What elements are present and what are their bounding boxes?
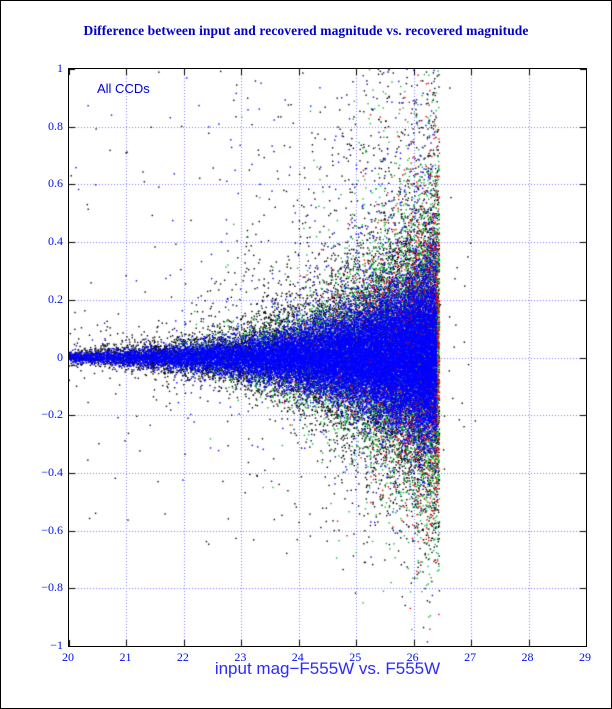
y-tick-label: −0.6 <box>41 522 63 537</box>
y-tick-label: 0.6 <box>48 176 63 191</box>
plot-frame: All CCDs <box>68 68 587 647</box>
plot-annotation: All CCDs <box>97 81 150 96</box>
y-tick-label: 0.2 <box>48 291 63 306</box>
y-tick-label: 0 <box>57 349 63 364</box>
y-tick-label: 0.4 <box>48 234 63 249</box>
y-tick-label: −0.4 <box>41 464 63 479</box>
y-tick-label: 1 <box>57 61 63 75</box>
y-tick-label: −0.8 <box>41 580 63 595</box>
y-tick-label: −1 <box>50 638 63 652</box>
y-tick-label: −0.2 <box>41 407 63 422</box>
x-axis-title: input mag−F555W vs. F555W <box>214 659 441 678</box>
y-tick-label: 0.8 <box>48 118 63 133</box>
chart-title: Difference between input and recovered m… <box>83 23 529 38</box>
scatter-canvas <box>69 69 586 646</box>
